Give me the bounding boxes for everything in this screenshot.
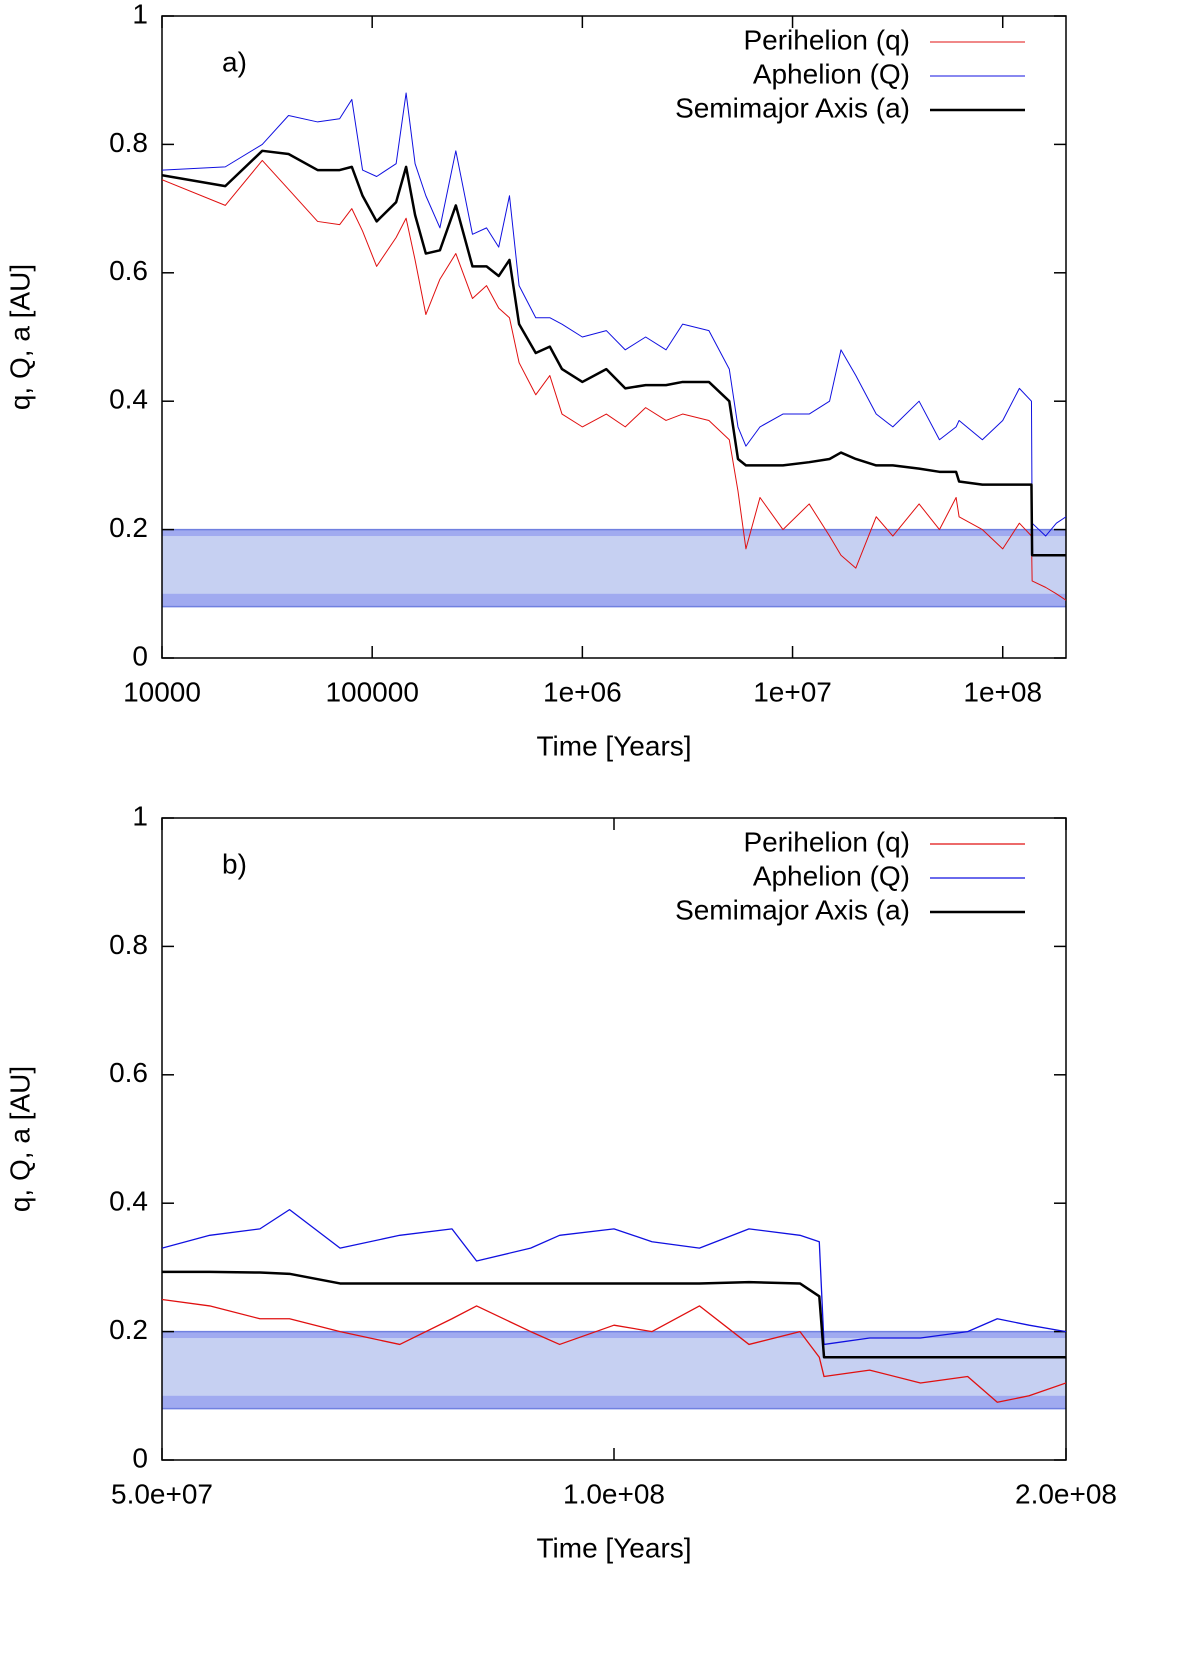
series-line (162, 92, 1066, 537)
legend-label: Semimajor Axis (a) (675, 92, 910, 123)
y-tick-label: 0.2 (109, 1314, 148, 1345)
y-tick-label: 1 (132, 0, 148, 29)
y-tick-label: 0.8 (109, 929, 148, 960)
series-line (162, 1208, 1066, 1346)
y-axis-label: q, Q, a [AU] (4, 1066, 35, 1212)
x-tick-label: 1e+06 (543, 676, 622, 707)
x-tick-label: 5.0e+07 (111, 1478, 213, 1509)
legend-label: Perihelion (q) (743, 24, 910, 55)
y-tick-label: 1 (132, 800, 148, 831)
series-line (162, 149, 1066, 557)
series-line (162, 1298, 1066, 1403)
x-tick-label: 1e+08 (963, 676, 1042, 707)
legend-label: Semimajor Axis (a) (675, 894, 910, 925)
shaded-region (162, 593, 1066, 607)
y-tick-label: 0.8 (109, 127, 148, 158)
x-tick-label: 1.0e+08 (563, 1478, 665, 1509)
y-tick-label: 0 (132, 640, 148, 671)
y-tick-label: 0.4 (109, 384, 148, 415)
shaded-region (162, 529, 1066, 607)
legend-label: Aphelion (Q) (753, 860, 910, 891)
x-tick-label: 100000 (325, 676, 418, 707)
x-tick-label: 1e+07 (753, 676, 832, 707)
x-axis-label: Time [Years] (536, 730, 691, 761)
panel-label: a) (222, 46, 247, 77)
y-tick-label: 0 (132, 1442, 148, 1473)
series-line (162, 159, 1066, 601)
series-line (162, 1270, 1066, 1359)
shaded-region (162, 1331, 1066, 1339)
plot-frame (161, 15, 1067, 659)
y-tick-label: 0.2 (109, 512, 148, 543)
panel-label: b) (222, 848, 247, 879)
y-tick-label: 0.4 (109, 1186, 148, 1217)
x-tick-label: 2.0e+08 (1015, 1478, 1117, 1509)
y-tick-label: 0.6 (109, 1057, 148, 1088)
shaded-region (162, 529, 1066, 537)
legend-label: Aphelion (Q) (753, 58, 910, 89)
shaded-region (162, 1395, 1066, 1409)
x-tick-label: 10000 (123, 676, 201, 707)
y-tick-label: 0.6 (109, 255, 148, 286)
x-axis-label: Time [Years] (536, 1532, 691, 1563)
legend-label: Perihelion (q) (743, 826, 910, 857)
y-axis-label: q, Q, a [AU] (4, 264, 35, 410)
